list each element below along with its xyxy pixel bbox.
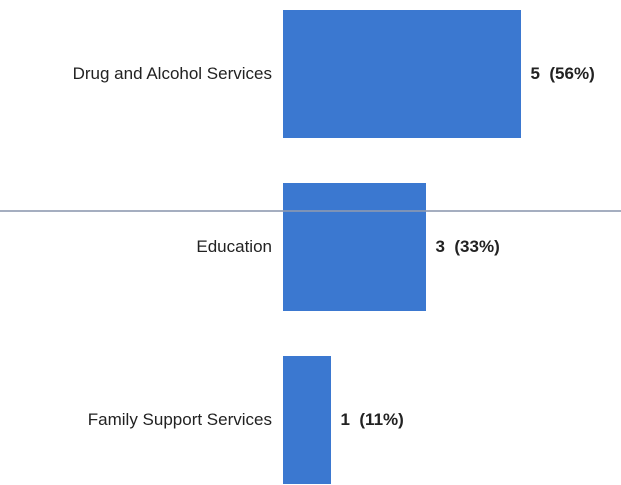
bar: [283, 183, 426, 311]
divider-line: [0, 210, 621, 212]
category-label: Education: [196, 237, 272, 256]
category-label: Drug and Alcohol Services: [72, 64, 272, 83]
bar: [283, 10, 521, 138]
value-label: 1 (11%): [340, 410, 404, 429]
bar: [283, 356, 331, 484]
category-label: Family Support Services: [87, 410, 272, 429]
value-label: 5 (56%): [530, 64, 595, 83]
value-label: 3 (33%): [435, 237, 500, 256]
